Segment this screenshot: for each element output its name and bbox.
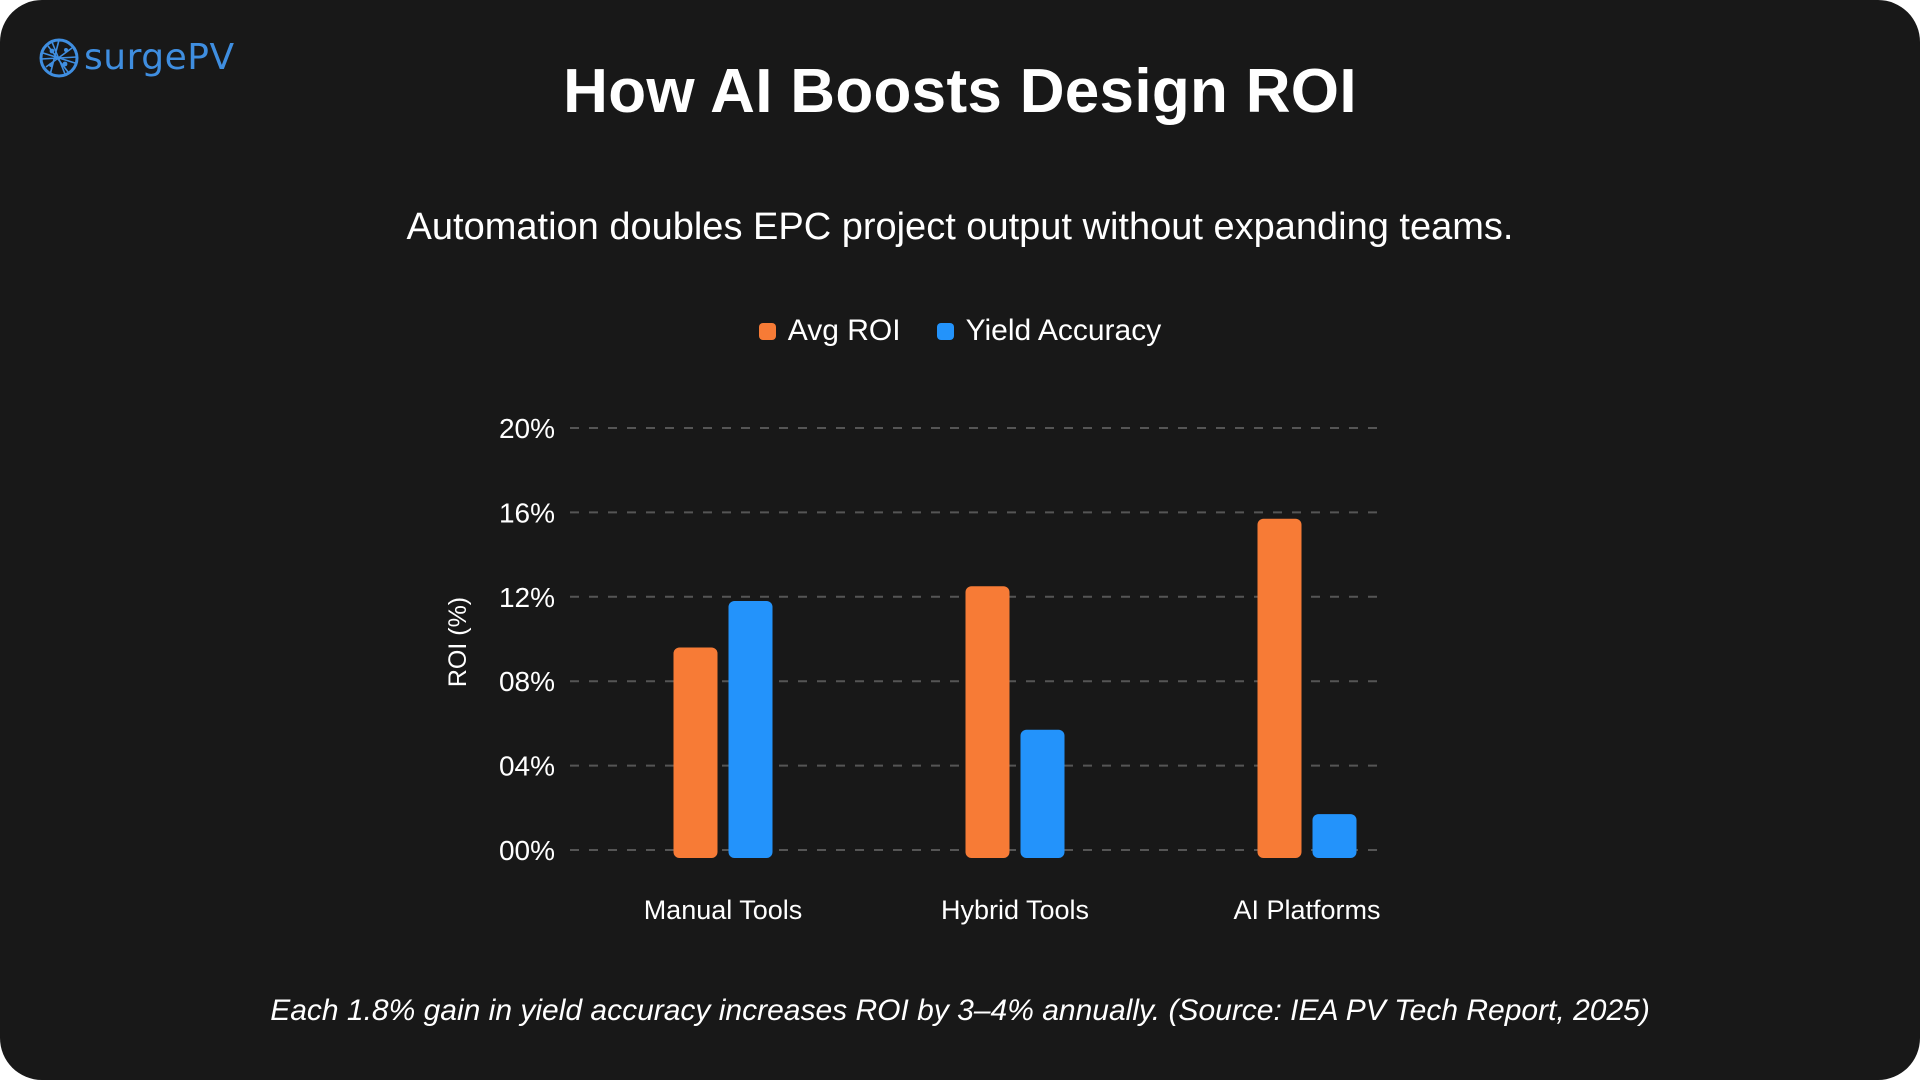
x-tick-label: Manual Tools (644, 895, 803, 925)
y-tick-label: 00% (499, 835, 555, 866)
brand-name: surgePV (84, 37, 235, 78)
bar-avg-roi-manual-tools (673, 647, 718, 858)
y-tick-label: 08% (499, 666, 555, 697)
legend-item-yield-accuracy: Yield Accuracy (936, 314, 1162, 348)
legend-swatch-yield-accuracy (936, 322, 954, 340)
x-tick-label: Hybrid Tools (941, 895, 1089, 925)
y-tick-label: 12% (499, 582, 555, 613)
bar-avg-roi-hybrid-tools (965, 586, 1010, 858)
footnote: Each 1.8% gain in yield accuracy increas… (270, 994, 1650, 1027)
globe-icon (39, 38, 79, 78)
legend-swatch-avg-roi (758, 322, 776, 340)
y-tick-label: 20% (499, 413, 555, 444)
brand-logo: surgePV (38, 36, 235, 80)
bar-avg-roi-ai-platforms (1257, 518, 1302, 858)
bar-yield-accuracy-manual-tools (728, 601, 773, 858)
bar-yield-accuracy-hybrid-tools (1020, 729, 1065, 858)
legend-item-avg-roi: Avg ROI (758, 314, 901, 348)
y-axis-label: ROI (%) (444, 597, 472, 687)
chart-legend: Avg ROI Yield Accuracy (0, 314, 1920, 348)
legend-label-yield-accuracy: Yield Accuracy (965, 314, 1162, 347)
x-tick-label: AI Platforms (1233, 895, 1380, 925)
y-tick-label: 04% (499, 751, 555, 782)
y-tick-label: 16% (499, 497, 555, 528)
page-title: How AI Boosts Design ROI (563, 57, 1357, 126)
bar-yield-accuracy-ai-platforms (1312, 814, 1357, 858)
page-subtitle: Automation doubles EPC project output wi… (406, 206, 1514, 248)
legend-label-avg-roi: Avg ROI (787, 314, 901, 347)
